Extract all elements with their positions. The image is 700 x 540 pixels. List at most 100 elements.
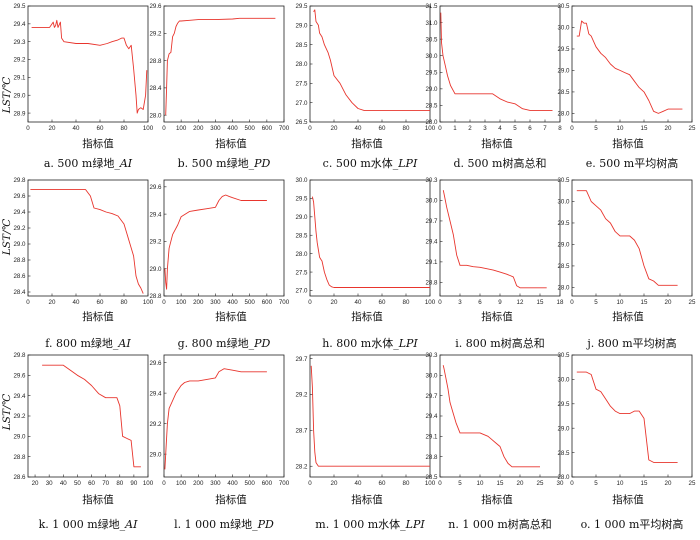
x-tick-label: 100	[143, 480, 154, 487]
y-tick-label: 29.0	[149, 266, 162, 273]
plot-frame	[27, 179, 149, 297]
chart-panel-14: 0 5 10 15 20 25 28.0 28.5 29.0 29.5 30.0 30.5 o. 1 0…	[557, 352, 696, 531]
x-tick-label: 5	[513, 125, 517, 132]
x-tick-label: 500	[245, 299, 256, 306]
y-tick-label: 29.8	[13, 352, 26, 359]
y-tick-label: 29.5	[295, 196, 308, 203]
y-tick-label: 27.5	[295, 269, 308, 276]
y-tick-label: 29.0	[295, 214, 308, 221]
x-tick-label: 3	[483, 125, 487, 132]
y-tick-label: 29.4	[13, 21, 26, 28]
x-tick-label: 400	[227, 480, 238, 487]
x-tick-label: 100	[425, 299, 436, 306]
y-tick-label: 28.0	[149, 112, 162, 119]
y-tick-label: 30.0	[295, 177, 308, 184]
caption-text: n. 1 000 m树高总和	[448, 517, 552, 531]
series-line	[442, 190, 547, 289]
x-tick-label: 300	[210, 480, 221, 487]
caption-text: j. 800 m平均树高	[585, 336, 676, 350]
x-tick-label: 15	[537, 299, 544, 306]
series-line	[576, 371, 678, 463]
x-tick-label: 0	[308, 299, 312, 306]
x-tick-label: 200	[193, 480, 204, 487]
x-tick-label: 30	[557, 480, 564, 487]
x-axis-label: 指标值	[481, 493, 513, 506]
x-tick-label: 100	[176, 299, 187, 306]
x-axis-label: 指标值	[351, 493, 383, 506]
x-tick-label: 10	[617, 480, 624, 487]
chart-panel-4: 0 5 10 15 20 25 28.0 28.5 29.0 29.5 30.0 30.5 e. 500…	[557, 3, 696, 170]
x-tick-label: 300	[210, 125, 221, 132]
x-tick-label: 0	[438, 125, 442, 132]
y-tick-label: 28.8	[13, 257, 26, 264]
y-tick-label: 29.0	[557, 425, 570, 432]
caption-text: a. 500 m绿地_	[44, 156, 120, 170]
x-tick-label: 50	[74, 480, 81, 487]
y-tick-label: 29.5	[557, 46, 570, 53]
y-tick-label: 29.3	[13, 39, 26, 46]
y-tick-label: 28.5	[425, 474, 438, 481]
y-tick-label: 29.1	[425, 259, 438, 266]
y-tick-label: 26.5	[295, 119, 308, 126]
panel-caption: h. 800 m水体_LPI	[322, 336, 418, 350]
x-tick-label: 20	[49, 299, 56, 306]
x-axis-label: 指标值	[82, 310, 114, 323]
x-tick-label: 20	[331, 480, 338, 487]
x-tick-label: 80	[403, 299, 410, 306]
x-tick-label: 2	[468, 125, 472, 132]
x-tick-label: 90	[130, 480, 137, 487]
panel-caption: g. 800 m绿地_PD	[178, 336, 271, 350]
x-tick-label: 15	[641, 480, 648, 487]
x-tick-label: 70	[102, 480, 109, 487]
caption-text: m. 1 000 m水体_	[315, 517, 406, 531]
x-tick-label: 700	[279, 299, 290, 306]
x-tick-label: 200	[193, 299, 204, 306]
series-line	[42, 364, 141, 468]
y-tick-label: 28.5	[295, 232, 308, 239]
y-tick-label: 29.4	[149, 390, 162, 397]
y-tick-label: 31.0	[425, 20, 438, 27]
x-tick-label: 20	[665, 299, 672, 306]
x-tick-label: 5	[594, 480, 598, 487]
series-line	[164, 194, 267, 290]
x-tick-label: 5	[594, 125, 598, 132]
panel-caption: o. 1 000 m平均树高	[581, 517, 684, 531]
x-tick-label: 60	[379, 125, 386, 132]
panel-caption: b. 500 m绿地_PD	[178, 156, 271, 170]
y-tick-label: 29.5	[13, 3, 26, 10]
x-tick-label: 20	[665, 480, 672, 487]
x-axis-label: 指标值	[215, 137, 247, 150]
x-tick-label: 20	[517, 480, 524, 487]
y-tick-label: 29.1	[425, 434, 438, 441]
x-tick-label: 60	[97, 299, 104, 306]
chart-panel-6: 0 100 200 300 400 500 600 700 28.8 29.0 29.2 29.4 29…	[149, 179, 290, 350]
y-axis-label: LST/℃	[1, 394, 13, 432]
caption-text: i. 800 m树高总和	[455, 336, 544, 350]
y-axis-label: LST/℃	[1, 219, 13, 257]
x-tick-label: 25	[689, 125, 696, 132]
y-tick-label: 28.4	[149, 85, 162, 92]
x-tick-label: 60	[97, 125, 104, 132]
y-tick-label: 28.5	[557, 263, 570, 270]
x-tick-label: 600	[262, 480, 273, 487]
caption-italic-text: AI	[119, 157, 133, 170]
y-tick-label: 29.0	[13, 92, 26, 99]
panel-caption: j. 800 m平均树高	[585, 336, 676, 350]
x-tick-label: 15	[641, 299, 648, 306]
x-tick-label: 600	[262, 125, 273, 132]
x-tick-label: 400	[227, 299, 238, 306]
plot-frame	[27, 5, 149, 123]
x-tick-label: 5	[594, 299, 598, 306]
y-tick-label: 28.5	[557, 89, 570, 96]
x-tick-label: 10	[617, 299, 624, 306]
x-tick-label: 80	[403, 125, 410, 132]
x-tick-label: 25	[689, 299, 696, 306]
x-tick-label: 40	[73, 125, 80, 132]
chart-panel-7: 0 20 40 60 80 100 27.0 27.5 28.0 28.5 29.0 29.5 30.0…	[295, 177, 435, 350]
y-tick-label: 29.5	[295, 3, 308, 10]
y-tick-label: 29.4	[425, 239, 438, 246]
plot-frame	[571, 179, 693, 297]
plot-frame	[309, 179, 431, 297]
y-tick-label: 29.7	[425, 218, 438, 225]
plot-frame	[163, 5, 285, 123]
